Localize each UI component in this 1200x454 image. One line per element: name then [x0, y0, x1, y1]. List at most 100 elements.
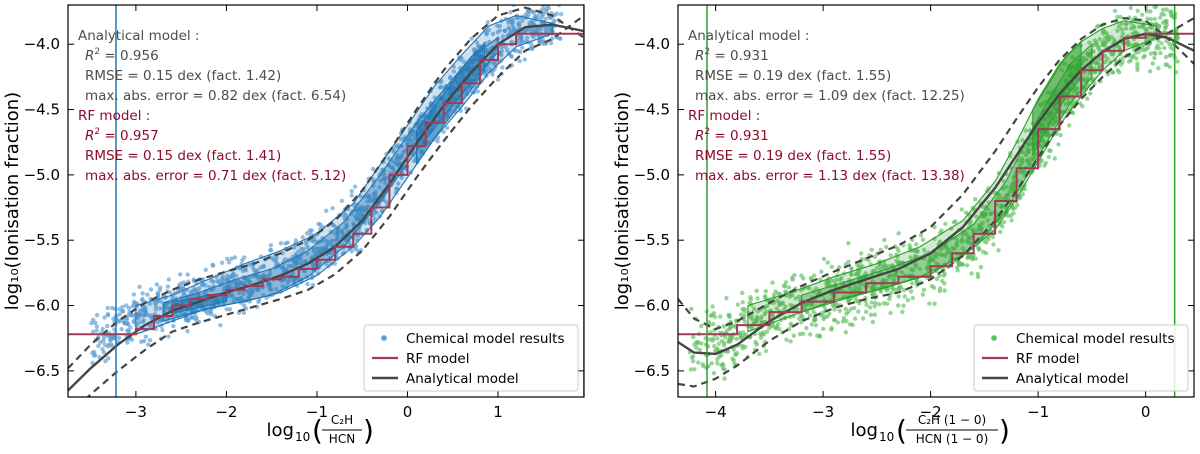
data-point	[140, 296, 145, 302]
data-point	[154, 282, 159, 287]
data-point	[770, 280, 775, 285]
data-point	[755, 309, 760, 314]
data-point	[409, 141, 414, 146]
data-point	[382, 168, 387, 174]
data-point	[250, 289, 255, 294]
data-point	[125, 340, 130, 345]
data-point	[1148, 51, 1154, 56]
data-point	[774, 306, 779, 311]
svg-text:log: log	[851, 420, 878, 441]
data-point	[1124, 0, 1128, 1]
data-point	[1048, 148, 1053, 154]
data-point	[96, 343, 101, 349]
data-point	[881, 301, 887, 306]
analytical-model-title: Analytical model :	[78, 28, 199, 44]
data-point	[511, 25, 517, 30]
data-point	[333, 238, 339, 243]
data-point	[500, 65, 505, 70]
data-point	[896, 286, 901, 292]
data-point	[819, 269, 824, 274]
data-point	[370, 198, 376, 203]
data-point	[718, 314, 723, 319]
data-point	[94, 324, 100, 329]
data-point	[261, 264, 267, 269]
data-point	[365, 199, 370, 204]
data-point	[1169, 9, 1174, 14]
data-point	[730, 335, 735, 340]
legend-marker-points	[991, 335, 997, 341]
data-point	[877, 302, 882, 307]
data-point	[978, 225, 983, 231]
data-point	[296, 277, 301, 282]
data-point	[469, 36, 474, 41]
data-point	[692, 367, 697, 372]
data-point	[1091, 42, 1096, 48]
data-point	[914, 242, 919, 247]
data-point	[934, 261, 939, 266]
data-point	[280, 284, 285, 289]
data-point	[974, 214, 979, 219]
data-point	[299, 258, 304, 263]
data-point	[435, 135, 441, 140]
data-point	[225, 256, 230, 262]
data-point	[230, 294, 236, 300]
data-point	[781, 283, 787, 288]
data-point	[731, 358, 736, 363]
data-point	[1152, 50, 1157, 55]
data-point	[349, 249, 354, 254]
rf-r2: R2 = 0.931	[695, 127, 769, 144]
data-point	[140, 312, 146, 317]
data-point	[1001, 178, 1006, 184]
data-point	[870, 268, 876, 274]
data-point	[832, 318, 837, 323]
metrics-annotation: Analytical model : R2 = 0.931 RMSE = 0.19 …	[688, 28, 965, 184]
data-point	[759, 314, 764, 320]
data-point	[146, 342, 151, 347]
data-point	[278, 241, 284, 246]
data-point	[171, 323, 176, 329]
data-point	[764, 329, 770, 334]
data-point	[1042, 163, 1047, 168]
data-point	[1020, 150, 1026, 155]
data-point	[790, 277, 795, 282]
data-point	[215, 278, 220, 284]
data-point	[143, 334, 149, 339]
data-point	[305, 251, 310, 256]
data-point	[1117, 70, 1122, 75]
analytical-rmse: RMSE = 0.15 dex (fact. 1.42)	[85, 68, 281, 84]
data-point	[131, 292, 137, 297]
data-point	[285, 240, 290, 245]
data-point	[1174, 33, 1180, 39]
data-point	[754, 288, 759, 293]
data-point	[147, 301, 152, 306]
data-point	[864, 302, 869, 307]
data-point	[529, 41, 534, 47]
data-point	[405, 140, 410, 146]
data-point	[238, 295, 244, 301]
data-point	[692, 342, 697, 347]
data-point	[715, 336, 720, 341]
data-point	[394, 186, 400, 191]
data-point	[229, 281, 234, 286]
data-point	[543, 16, 548, 21]
data-point	[872, 312, 877, 317]
data-point	[929, 283, 935, 289]
data-point	[846, 299, 851, 304]
data-point	[105, 323, 110, 329]
panel-1: −3 −2 −1 0 1 −6.5 −6.0 −5.5 −5.0 −4.5 −4.0 log₁₀(Io…	[2, 4, 585, 447]
data-point	[364, 205, 369, 210]
data-point	[296, 249, 301, 254]
data-point	[1168, 52, 1173, 58]
data-point	[1094, 40, 1100, 45]
density-contour-level-2	[801, 42, 1093, 313]
data-point	[499, 48, 505, 54]
data-point	[257, 297, 262, 303]
data-point	[268, 243, 273, 248]
data-point	[354, 216, 359, 222]
data-point	[229, 256, 234, 261]
data-point	[519, 18, 525, 24]
metrics-annotation: Analytical model : R2 = 0.956 RMSE = 0.15 …	[78, 28, 346, 184]
data-point	[1158, 50, 1163, 56]
data-point	[146, 312, 151, 318]
data-point	[1134, 30, 1139, 35]
